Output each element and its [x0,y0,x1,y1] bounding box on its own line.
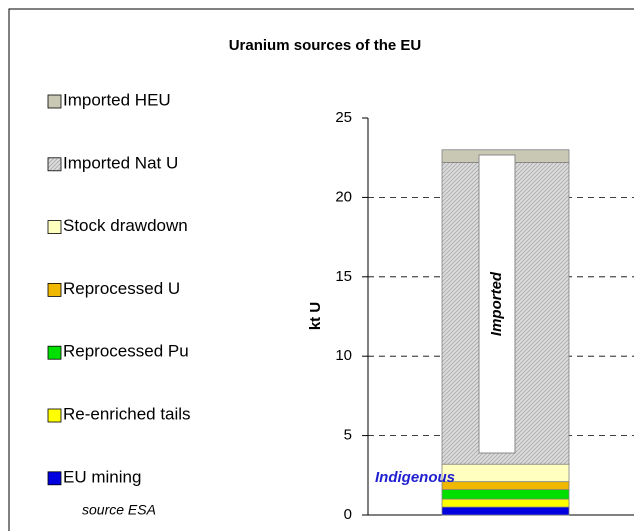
y-tick-label: 5 [344,427,352,444]
bar-segment [441,489,570,500]
label-box [478,154,516,454]
annotation: Imported [488,271,505,336]
legend-swatch [47,408,62,423]
y-tick-label: 25 [335,109,352,126]
y-tick-label: 15 [335,268,352,285]
bar-segment [441,463,570,483]
bar-segment [441,498,570,508]
legend-label: Reprocessed Pu [63,342,189,361]
legend-label: Stock drawdown [63,216,188,235]
y-tick-label: 20 [335,188,352,205]
legend-swatch [47,345,62,360]
bar-segment [441,481,570,490]
legend-label: EU mining [63,467,141,486]
chart-title: Uranium sources of the EU [229,37,422,54]
legend-label: Imported HEU [63,90,171,109]
y-tick-label: 0 [344,506,352,523]
y-axis-label: kt U [307,302,324,330]
legend-swatch [47,157,62,172]
legend-label: Re-enriched tails [63,404,191,423]
source-note: source ESA [82,502,156,518]
legend-label: Imported Nat U [63,153,178,172]
frame [8,8,634,531]
legend-label: Reprocessed U [63,279,180,298]
legend-swatch [47,282,62,297]
legend-swatch [47,94,62,109]
legend-swatch [47,471,62,486]
bar-segment [441,506,570,516]
legend-swatch [47,220,62,235]
y-tick-label: 10 [335,347,352,364]
annotation: Indigenous [375,469,455,486]
